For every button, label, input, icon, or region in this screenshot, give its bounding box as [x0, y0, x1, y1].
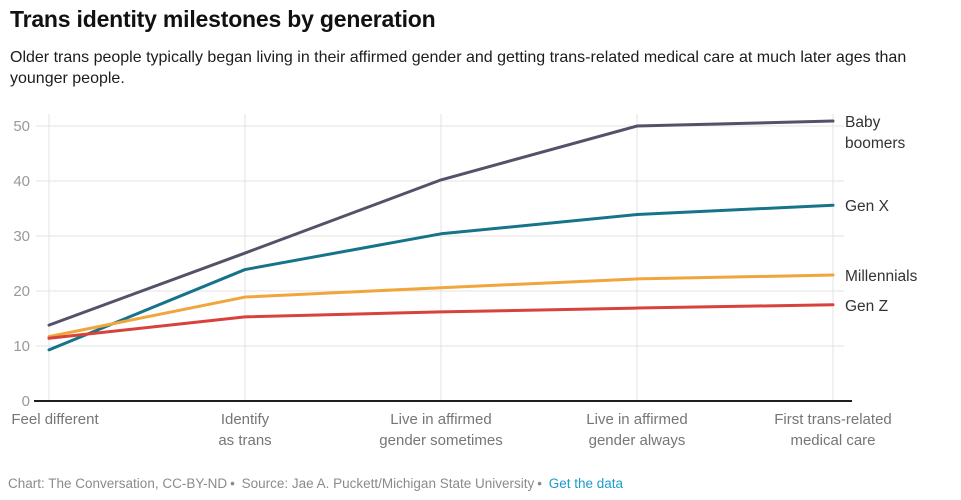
get-the-data-link[interactable]: Get the data: [548, 476, 624, 491]
series-label-baby-boomers: boomers: [845, 135, 906, 152]
series-line-baby-boomers: [47, 119, 835, 327]
x-axis-tick-label: gender sometimes: [379, 432, 502, 449]
x-axis-tick-label: gender always: [589, 432, 686, 449]
y-axis-tick-label: 20: [13, 283, 30, 300]
chart-source: Source: Jae A. Puckett/Michigan State Un…: [241, 476, 535, 491]
x-axis-tick-label: First trans-related: [774, 411, 892, 428]
series-line-millennials: [47, 273, 835, 339]
series-line-gen-z: [47, 303, 835, 340]
series-label-baby-boomers: Baby: [845, 114, 881, 131]
series-label-gen-z: Gen Z: [845, 298, 888, 315]
footer-separator: •: [537, 476, 542, 491]
chart-credit: Chart: The Conversation, CC-BY-ND: [8, 476, 228, 491]
x-axis-tick-label: Live in affirmed: [586, 411, 687, 428]
y-axis-tick-label: 40: [13, 173, 30, 190]
x-axis-tick-label: medical care: [790, 432, 875, 449]
x-axis-tick-label: as trans: [218, 432, 271, 449]
x-axis-tick-label: Feel different: [11, 411, 99, 428]
chart-header: Trans identity milestones by generation …: [10, 6, 955, 89]
x-axis-tick-label: Live in affirmed: [390, 411, 491, 428]
series-label-millennials: Millennials: [845, 268, 918, 285]
y-axis-tick-label: 50: [13, 118, 30, 135]
line-chart: 0 10 20 30 40 50 Feel different Identify as tran…: [11, 114, 918, 449]
page-title: Trans identity milestones by generation: [10, 6, 436, 32]
footer-separator: •: [230, 476, 235, 491]
chart-subtitle: Older trans people typically began livin…: [10, 49, 907, 87]
y-axis-tick-label: 0: [22, 393, 30, 410]
y-axis-tick-label: 30: [13, 228, 30, 245]
series-label-gen-x: Gen X: [845, 198, 890, 215]
x-axis-tick-label: Identify: [221, 411, 270, 428]
chart-footer: Chart: The Conversation, CC-BY-ND • Sourc…: [8, 476, 623, 491]
series-line-gen-x: [47, 203, 835, 352]
y-axis-tick-label: 10: [13, 338, 30, 355]
